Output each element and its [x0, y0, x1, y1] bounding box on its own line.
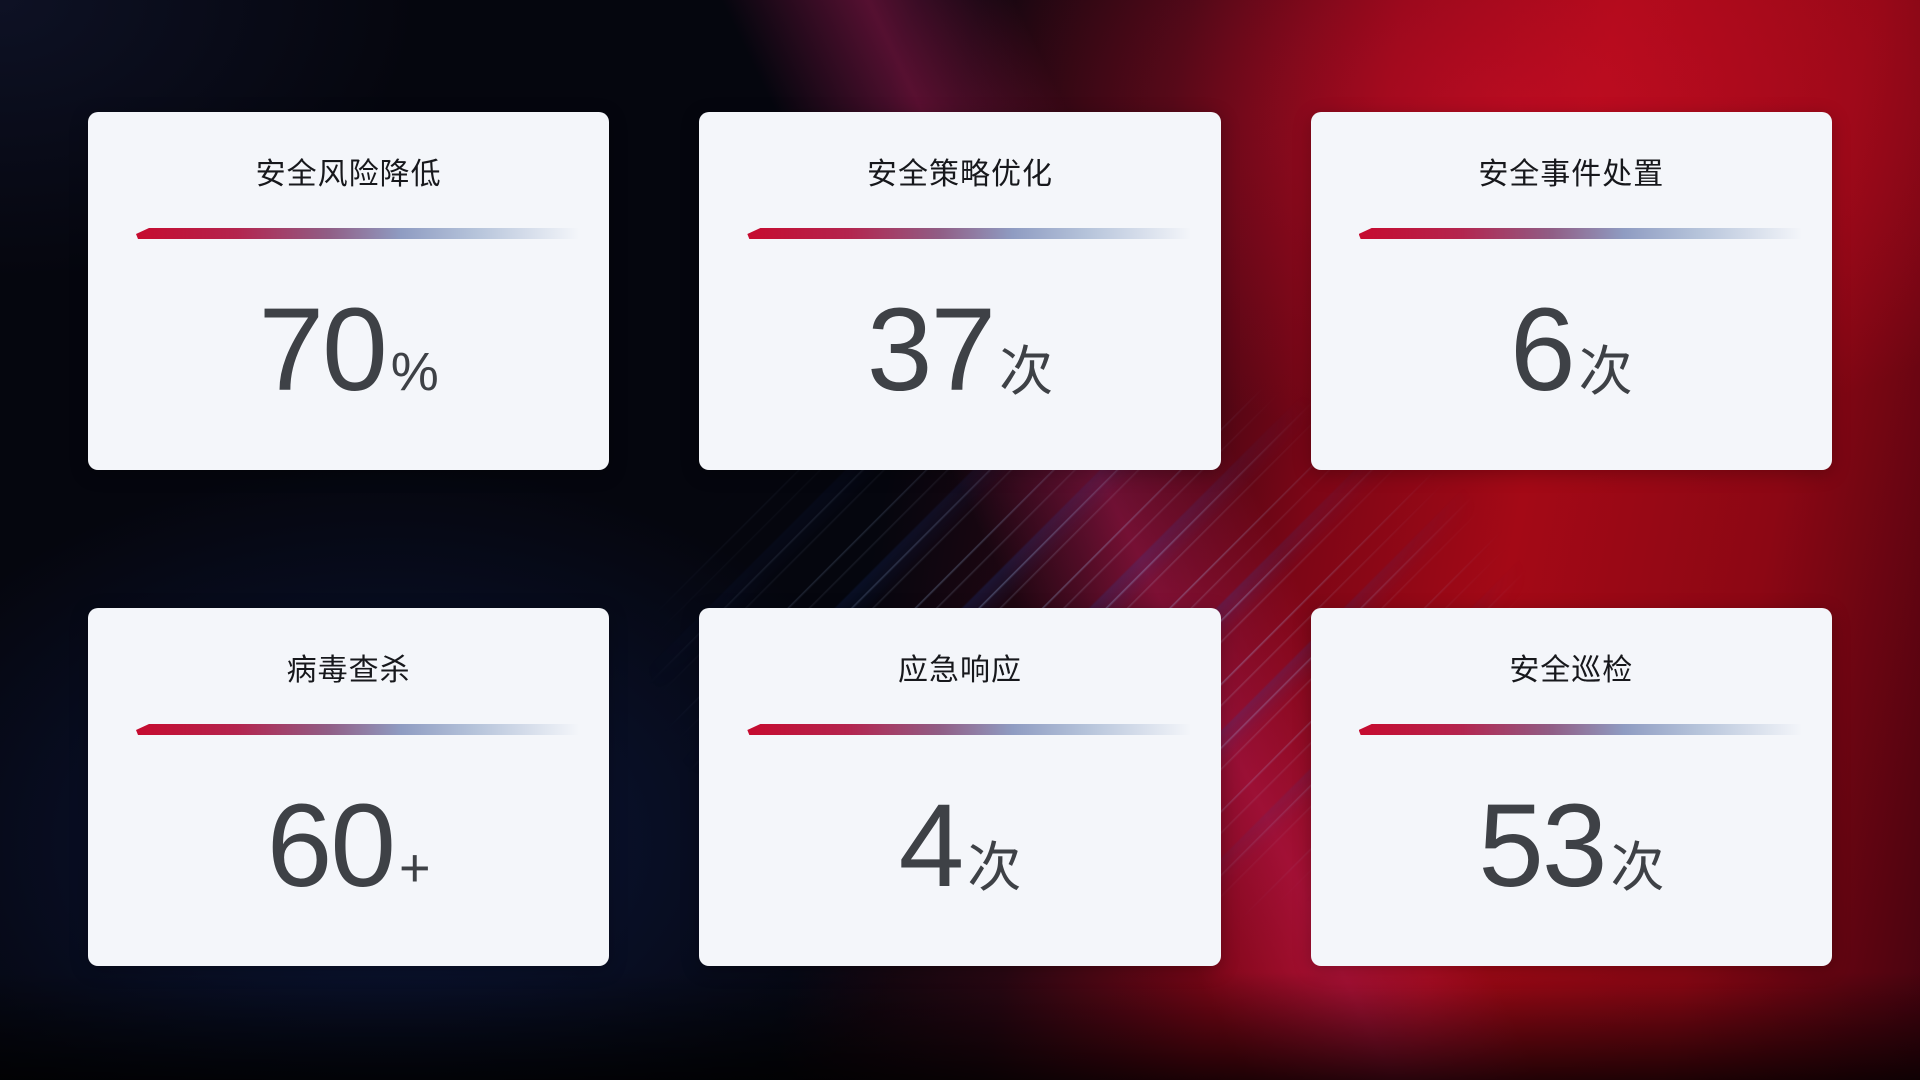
card-value: 70 [258, 284, 388, 416]
stat-card-security-inspection: 安全巡检 53 次 [1310, 608, 1832, 966]
card-title: 安全巡检 [1509, 654, 1634, 687]
card-value-row: 37 次 [699, 291, 1220, 409]
card-value-row: 6 次 [1311, 291, 1832, 409]
stat-card-virus-scan: 病毒查杀 60 + [88, 608, 610, 966]
gradient-divider [1358, 228, 1816, 239]
card-value: 37 [866, 284, 996, 416]
card-value-row: 60 + [88, 787, 609, 905]
card-value: 4 [898, 780, 965, 912]
card-unit: % [390, 342, 439, 402]
gradient-divider [136, 228, 594, 239]
card-value: 60 [266, 780, 396, 912]
card-unit: 次 [1578, 342, 1633, 402]
gradient-divider [747, 228, 1205, 239]
gradient-divider [1358, 724, 1816, 735]
card-value: 6 [1510, 284, 1576, 416]
card-unit: + [399, 838, 431, 898]
card-title: 安全策略优化 [866, 158, 1053, 191]
gradient-divider [747, 724, 1205, 735]
card-value-row: 70 % [88, 291, 609, 409]
card-title: 安全风险降低 [255, 158, 442, 191]
card-title: 安全事件处置 [1478, 158, 1665, 191]
card-title: 病毒查杀 [286, 654, 411, 687]
stat-card-security-risk-reduction: 安全风险降低 70 % [88, 112, 610, 470]
card-title: 应急响应 [897, 654, 1022, 687]
stat-card-incident-handling: 安全事件处置 6 次 [1310, 112, 1832, 470]
card-value-row: 53 次 [1311, 787, 1832, 905]
card-unit: 次 [999, 342, 1054, 402]
stat-card-policy-optimization: 安全策略优化 37 次 [699, 112, 1221, 470]
kpi-card-grid: 安全风险降低 70 % 安全策略优化 37 次 安全事件处置 6 次 病毒查杀 … [88, 112, 1832, 966]
card-unit: 次 [1610, 838, 1665, 898]
card-value: 53 [1478, 780, 1607, 912]
stat-card-emergency-response: 应急响应 4 次 [699, 608, 1221, 966]
gradient-divider [136, 724, 594, 735]
card-value-row: 4 次 [699, 787, 1220, 905]
card-unit: 次 [967, 838, 1022, 898]
